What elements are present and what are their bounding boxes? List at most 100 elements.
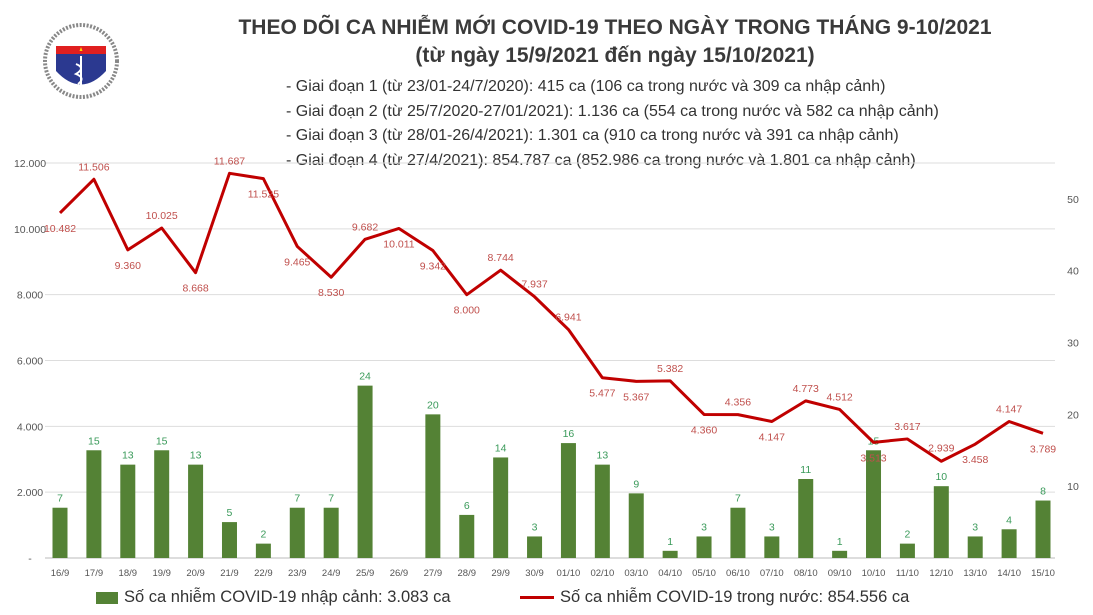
phase-note: - Giai đoạn 3 (từ 28/01-26/4/2021): 1.30… bbox=[286, 127, 899, 144]
line-data-label: 11.687 bbox=[214, 155, 245, 167]
x-axis-tick: 09/10 bbox=[828, 568, 852, 579]
x-axis-tick: 05/10 bbox=[692, 568, 716, 579]
bar-data-label: 13 bbox=[122, 450, 134, 462]
right-axis-tick: 10 bbox=[1067, 481, 1079, 493]
right-axis-tick: 50 bbox=[1067, 194, 1079, 206]
x-axis-tick: 12/10 bbox=[929, 568, 953, 579]
x-axis-tick: 03/10 bbox=[624, 568, 648, 579]
x-axis-tick: 02/10 bbox=[590, 568, 614, 579]
bar bbox=[866, 450, 882, 558]
x-axis-tick: 17/9 bbox=[85, 568, 104, 579]
line-data-label: 9.465 bbox=[284, 256, 310, 268]
chart-title: THEO DÕI CA NHIỄM MỚI COVID-19 THEO NGÀY… bbox=[238, 16, 992, 39]
line-data-label: 3.513 bbox=[860, 452, 886, 464]
bar bbox=[1001, 529, 1017, 558]
legend-label: Số ca nhiễm COVID-19 nhập cảnh: 3.083 ca bbox=[124, 588, 451, 606]
bar-data-label: 7 bbox=[735, 493, 741, 505]
bar bbox=[899, 543, 915, 558]
bar bbox=[594, 464, 610, 558]
bar-data-label: 14 bbox=[495, 442, 507, 454]
x-axis-tick: 26/9 bbox=[390, 568, 409, 579]
bar-data-label: 9 bbox=[633, 478, 639, 490]
bar bbox=[120, 464, 136, 558]
bar-data-label: 11 bbox=[800, 464, 811, 476]
x-axis-tick: 23/9 bbox=[288, 568, 307, 579]
line-data-label: 4.147 bbox=[759, 431, 785, 443]
bar bbox=[696, 536, 712, 558]
left-axis-tick: 6.000 bbox=[17, 356, 43, 368]
bar-data-label: 3 bbox=[972, 521, 978, 533]
x-axis-tick: 13/10 bbox=[963, 568, 987, 579]
phase-note: - Giai đoạn 1 (từ 23/01-24/7/2020): 415 … bbox=[286, 78, 886, 95]
bar bbox=[221, 522, 237, 558]
bar-data-label: 13 bbox=[190, 450, 202, 462]
legend-item-imported: Số ca nhiễm COVID-19 nhập cảnh: 3.083 ca bbox=[96, 588, 451, 607]
x-axis-tick: 18/9 bbox=[119, 568, 138, 579]
x-axis-tick: 19/9 bbox=[152, 568, 171, 579]
phase-note: - Giai đoạn 4 (từ 27/4/2021): 854.787 ca… bbox=[286, 151, 916, 169]
line-data-label: 5.367 bbox=[623, 391, 649, 403]
x-axis-tick: 04/10 bbox=[658, 568, 682, 579]
x-axis-tick: 20/9 bbox=[186, 568, 205, 579]
x-axis-tick: 21/9 bbox=[220, 568, 239, 579]
bar bbox=[662, 550, 678, 558]
phase-notes: - Giai đoạn 1 (từ 23/01-24/7/2020): 415 … bbox=[286, 75, 939, 173]
bar bbox=[764, 536, 780, 558]
bar-data-label: 4 bbox=[1006, 514, 1012, 526]
bar bbox=[323, 507, 339, 558]
left-axis-tick: 12.000 bbox=[14, 158, 46, 170]
ministry-of-health-logo bbox=[43, 23, 119, 99]
bar bbox=[493, 457, 509, 558]
line-data-label: 9.342 bbox=[420, 260, 446, 272]
right-axis-tick: 40 bbox=[1067, 266, 1079, 278]
bar bbox=[289, 507, 305, 558]
bar bbox=[52, 507, 68, 558]
x-axis-tick: 06/10 bbox=[726, 568, 750, 579]
line-data-label: 8.000 bbox=[454, 305, 480, 317]
bar-data-label: 7 bbox=[57, 493, 63, 505]
bar-data-label: 1 bbox=[667, 536, 673, 548]
bar-data-label: 7 bbox=[294, 493, 300, 505]
x-axis-tick: 24/9 bbox=[322, 568, 341, 579]
bar-data-label: 6 bbox=[464, 500, 470, 512]
x-axis-tick: 29/9 bbox=[491, 568, 510, 579]
left-axis-tick: 4.000 bbox=[17, 421, 43, 433]
bar bbox=[730, 507, 746, 558]
bar bbox=[527, 536, 543, 558]
bar bbox=[798, 479, 814, 558]
x-axis-tick: 30/9 bbox=[525, 568, 544, 579]
bar bbox=[255, 543, 271, 558]
line-data-label: 4.773 bbox=[793, 383, 819, 395]
line-data-label: 11.506 bbox=[78, 161, 109, 173]
bar-data-label: 2 bbox=[260, 529, 266, 541]
bar bbox=[86, 450, 102, 558]
bar-data-label: 3 bbox=[701, 521, 707, 533]
line-data-label: 11.525 bbox=[248, 189, 279, 201]
bar-data-label: 3 bbox=[532, 521, 538, 533]
bar bbox=[154, 450, 170, 558]
line-data-label: 4.356 bbox=[725, 397, 751, 409]
bar-data-label: 15 bbox=[88, 435, 100, 447]
legend-line-swatch bbox=[520, 596, 554, 599]
line-data-label: 5.382 bbox=[657, 363, 683, 375]
line-data-label: 3.458 bbox=[962, 454, 988, 466]
bar-data-label: 1 bbox=[837, 536, 843, 548]
x-axis-tick: 16/9 bbox=[51, 568, 70, 579]
line-data-label: 10.011 bbox=[383, 238, 414, 250]
line-data-label: 6.941 bbox=[555, 312, 581, 324]
bar bbox=[628, 493, 644, 558]
line-data-label: 5.477 bbox=[589, 388, 615, 400]
line-data-label: 10.482 bbox=[44, 223, 76, 235]
bar bbox=[459, 514, 475, 558]
bar-data-label: 16 bbox=[563, 428, 575, 440]
x-axis-tick: 11/10 bbox=[896, 568, 919, 579]
bar-data-label: 3 bbox=[769, 521, 775, 533]
legend-label: Số ca nhiễm COVID-19 trong nước: 854.556… bbox=[560, 588, 910, 606]
chart-subtitle: (từ ngày 15/9/2021 đến ngày 15/10/2021) bbox=[415, 44, 815, 67]
line-data-label: 7.937 bbox=[521, 279, 547, 291]
bar bbox=[1035, 500, 1051, 558]
line-data-label: 4.360 bbox=[691, 424, 717, 436]
bar-data-label: 5 bbox=[227, 507, 233, 519]
line-series bbox=[58, 171, 1044, 463]
